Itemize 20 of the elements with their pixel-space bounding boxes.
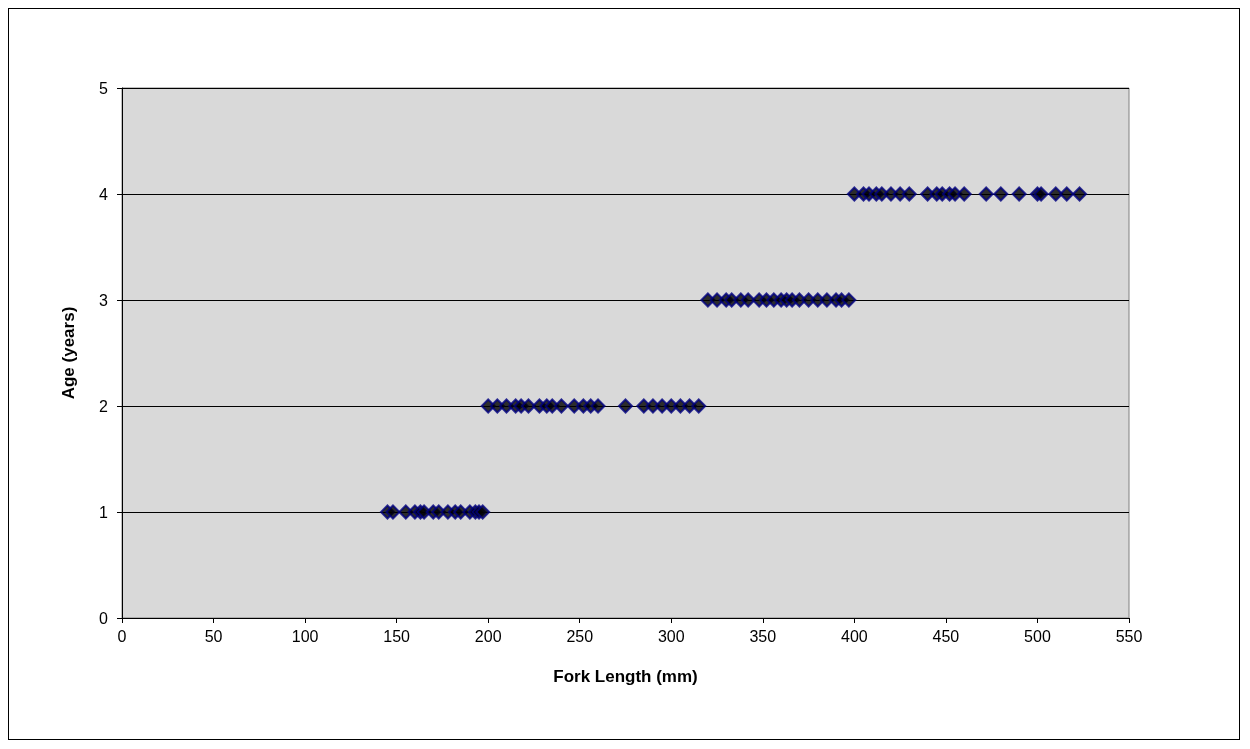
y-tick-label: 5	[99, 79, 109, 97]
x-axis-title: Fork Length (mm)	[553, 667, 698, 686]
y-tick-label: 1	[99, 503, 109, 521]
y-axis-title: Age (years)	[59, 306, 78, 400]
y-tick-label: 2	[99, 397, 109, 415]
x-tick-label: 450	[932, 627, 960, 645]
x-tick-label: 0	[117, 627, 127, 645]
x-tick-label: 300	[657, 627, 685, 645]
y-tick-label: 3	[99, 291, 109, 309]
y-tick-label: 0	[99, 609, 109, 627]
x-tick-label: 50	[204, 627, 223, 645]
x-tick-label: 500	[1024, 627, 1051, 645]
x-tick-label: 150	[383, 627, 411, 645]
x-tick-label: 350	[749, 627, 777, 645]
x-tick-label: 250	[566, 627, 594, 645]
x-tick-label: 200	[474, 627, 502, 645]
x-tick-label: 400	[841, 627, 868, 645]
y-tick-label: 4	[99, 185, 109, 203]
x-tick-label: 100	[291, 627, 319, 645]
x-tick-label: 550	[1115, 627, 1143, 645]
